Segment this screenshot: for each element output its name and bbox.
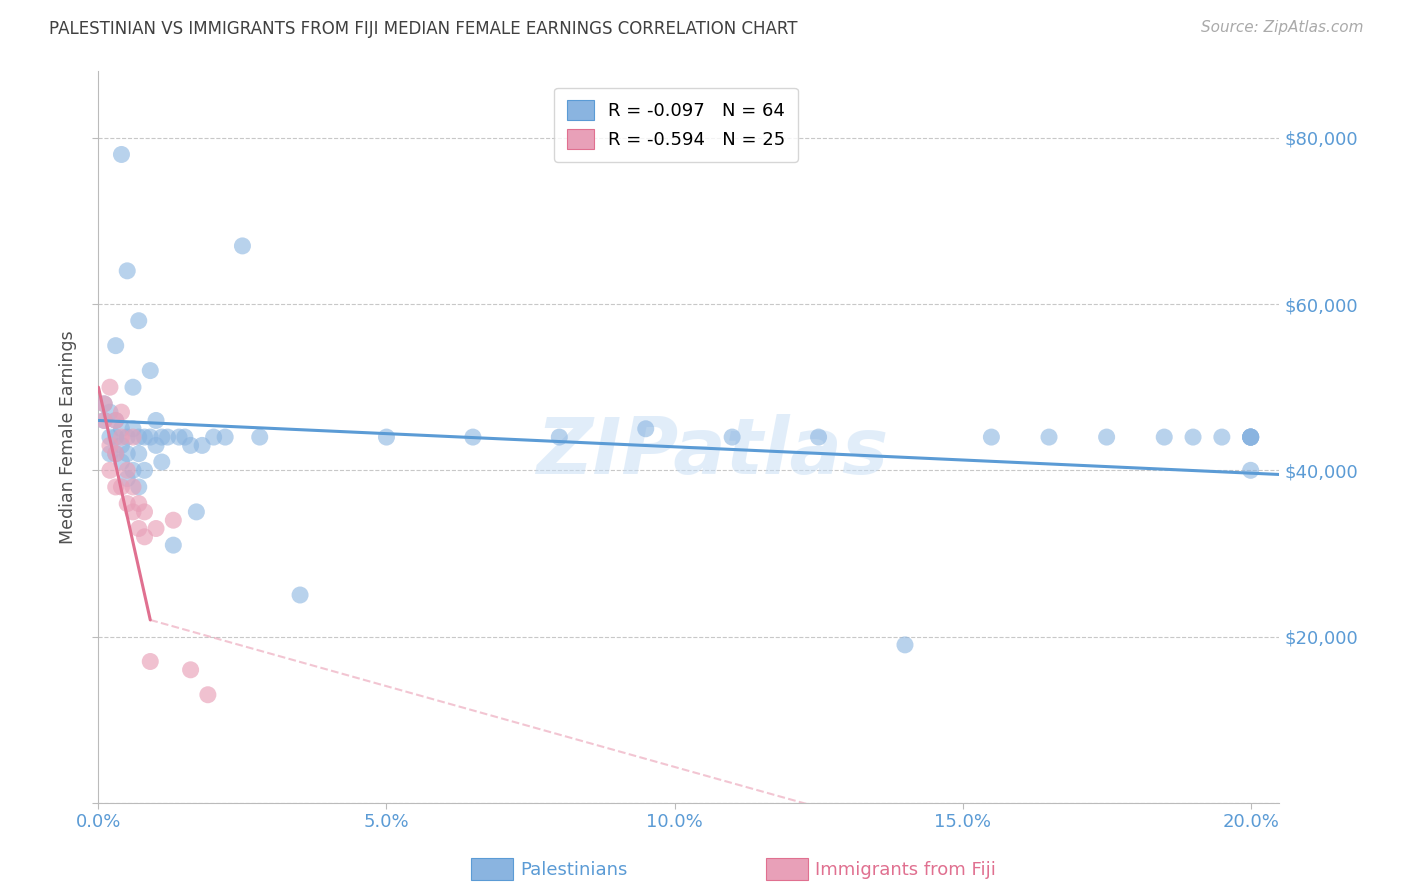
Point [115,497,138,511]
Point [980,430,1002,444]
Point [1240,430,1263,444]
Point [104,447,127,461]
Point [1240,430,1263,444]
Point [93,413,115,427]
Text: Palestinians: Palestinians [520,861,627,879]
Legend: R = -0.097   N = 64, R = -0.594   N = 25: R = -0.097 N = 64, R = -0.594 N = 25 [554,87,799,161]
Point [128,447,150,461]
Point [375,430,398,444]
Y-axis label: Median Female Earnings: Median Female Earnings [59,330,77,544]
Point [173,430,195,444]
Point [98,405,121,419]
Point [134,430,156,444]
Point [115,472,138,486]
Point [122,430,145,444]
Point [139,430,162,444]
Point [548,430,571,444]
Point [122,463,145,477]
Point [1211,430,1233,444]
Point [634,422,657,436]
Point [1240,430,1263,444]
Point [104,339,127,353]
Point [167,430,190,444]
Point [110,422,132,436]
Point [1240,430,1263,444]
Point [162,513,184,527]
Point [214,430,236,444]
Point [104,480,127,494]
Point [110,405,132,419]
Point [122,480,145,494]
Point [180,438,202,452]
Point [93,413,115,427]
Point [134,463,156,477]
Point [98,380,121,394]
Point [134,505,156,519]
Point [128,314,150,328]
Point [461,430,484,444]
Point [202,430,225,444]
Point [139,655,162,669]
Point [1182,430,1205,444]
Point [98,447,121,461]
Point [110,438,132,452]
Point [98,438,121,452]
Point [249,430,271,444]
Point [186,505,208,519]
Point [191,438,214,452]
Point [1153,430,1175,444]
Point [122,505,145,519]
Point [150,455,173,469]
Point [93,397,115,411]
Point [115,430,138,444]
Point [134,530,156,544]
Point [145,413,167,427]
Point [156,430,179,444]
Point [1240,430,1263,444]
Point [139,363,162,377]
Text: ZIPatlas: ZIPatlas [537,414,889,490]
Text: Immigrants from Fiji: Immigrants from Fiji [815,861,997,879]
Point [128,480,150,494]
Text: Source: ZipAtlas.com: Source: ZipAtlas.com [1201,20,1364,35]
Point [93,397,115,411]
Point [110,147,132,161]
Point [128,430,150,444]
Point [128,521,150,535]
Point [98,430,121,444]
Point [1038,430,1060,444]
Point [110,430,132,444]
Text: PALESTINIAN VS IMMIGRANTS FROM FIJI MEDIAN FEMALE EARNINGS CORRELATION CHART: PALESTINIAN VS IMMIGRANTS FROM FIJI MEDI… [49,20,797,37]
Point [98,463,121,477]
Point [122,422,145,436]
Point [104,430,127,444]
Point [894,638,917,652]
Point [197,688,219,702]
Point [1240,430,1263,444]
Point [104,413,127,427]
Point [115,463,138,477]
Point [807,430,830,444]
Point [162,538,184,552]
Point [288,588,311,602]
Point [115,264,138,278]
Point [150,430,173,444]
Point [231,239,253,253]
Point [122,380,145,394]
Point [128,497,150,511]
Point [721,430,744,444]
Point [145,521,167,535]
Point [180,663,202,677]
Point [1240,463,1263,477]
Point [104,447,127,461]
Point [110,480,132,494]
Point [115,447,138,461]
Point [1095,430,1118,444]
Point [110,455,132,469]
Point [104,413,127,427]
Point [145,438,167,452]
